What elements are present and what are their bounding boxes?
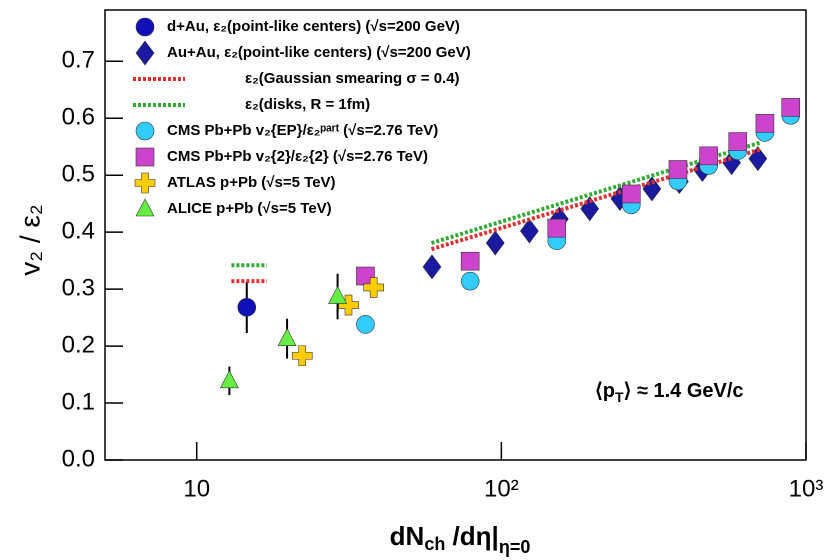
legend-swatch (135, 17, 155, 37)
legend-swatch (135, 40, 155, 66)
x-tick-label: 10² (484, 475, 519, 502)
data-point (755, 114, 775, 133)
legend-label: d+Au, ε₂(point-like centers) (√s=200 GeV… (167, 18, 460, 35)
y-tick-label: 0.4 (62, 217, 95, 244)
data-point (485, 230, 505, 256)
data-point (520, 218, 539, 244)
data-point (422, 254, 442, 280)
legend-swatch (135, 147, 155, 167)
data-point (291, 345, 313, 367)
data-point (237, 298, 257, 317)
y-axis-label: v₂ / ε₂ (14, 204, 45, 276)
data-point (728, 132, 748, 151)
y-tick-label: 0.6 (62, 104, 95, 131)
y-tick-label: 0.7 (62, 47, 95, 74)
legend-label: CMS Pb+Pb v₂{EP}/ε₂ᵖᵃʳᵗ (√s=2.76 TeV) (167, 122, 438, 139)
legend-label: ALICE p+Pb (√s=5 TeV) (167, 200, 332, 217)
plot-frame (104, 9, 807, 461)
legend-label: ε₂(Gaussian smearing σ = 0.4) (245, 70, 460, 87)
annotation: ⟨pT⟩ ≈ 1.4 GeV/c (595, 380, 744, 404)
data-point (621, 184, 641, 204)
x-tick-label: 10 (183, 475, 210, 502)
data-point (547, 218, 567, 238)
data-point (460, 271, 480, 291)
y-tick-label: 0.2 (62, 331, 95, 358)
x-tick-label: 10³ (789, 475, 824, 502)
data-point (277, 328, 297, 346)
data-point (748, 146, 768, 172)
y-tick-label: 0.3 (62, 274, 95, 301)
data-point (668, 160, 688, 179)
legend-label: CMS Pb+Pb v₂{2}/ε₂{2} (√s=2.76 TeV) (167, 148, 428, 165)
legend-label: ε₂(disks, R = 1fm) (245, 96, 370, 113)
legend-label: Au+Au, ε₂(point-like centers) (√s=200 Ge… (167, 44, 471, 61)
legend-swatch (135, 121, 155, 141)
x-axis-label: dNch /dη|η=0 (390, 521, 531, 557)
legend-label: ATLAS p+Pb (√s=5 TeV) (167, 174, 336, 191)
y-tick-label: 0.0 (62, 445, 95, 472)
y-tick-label: 0.1 (62, 388, 95, 415)
legend-swatch (135, 198, 155, 217)
data-point (328, 285, 348, 304)
data-point (219, 370, 239, 389)
data-point (699, 146, 718, 166)
data-point (363, 277, 384, 298)
data-point (460, 251, 480, 271)
y-tick-label: 0.5 (62, 161, 95, 188)
legend-swatch (134, 172, 156, 194)
data-point (781, 98, 801, 117)
data-point (580, 196, 600, 222)
data-point (356, 315, 375, 334)
